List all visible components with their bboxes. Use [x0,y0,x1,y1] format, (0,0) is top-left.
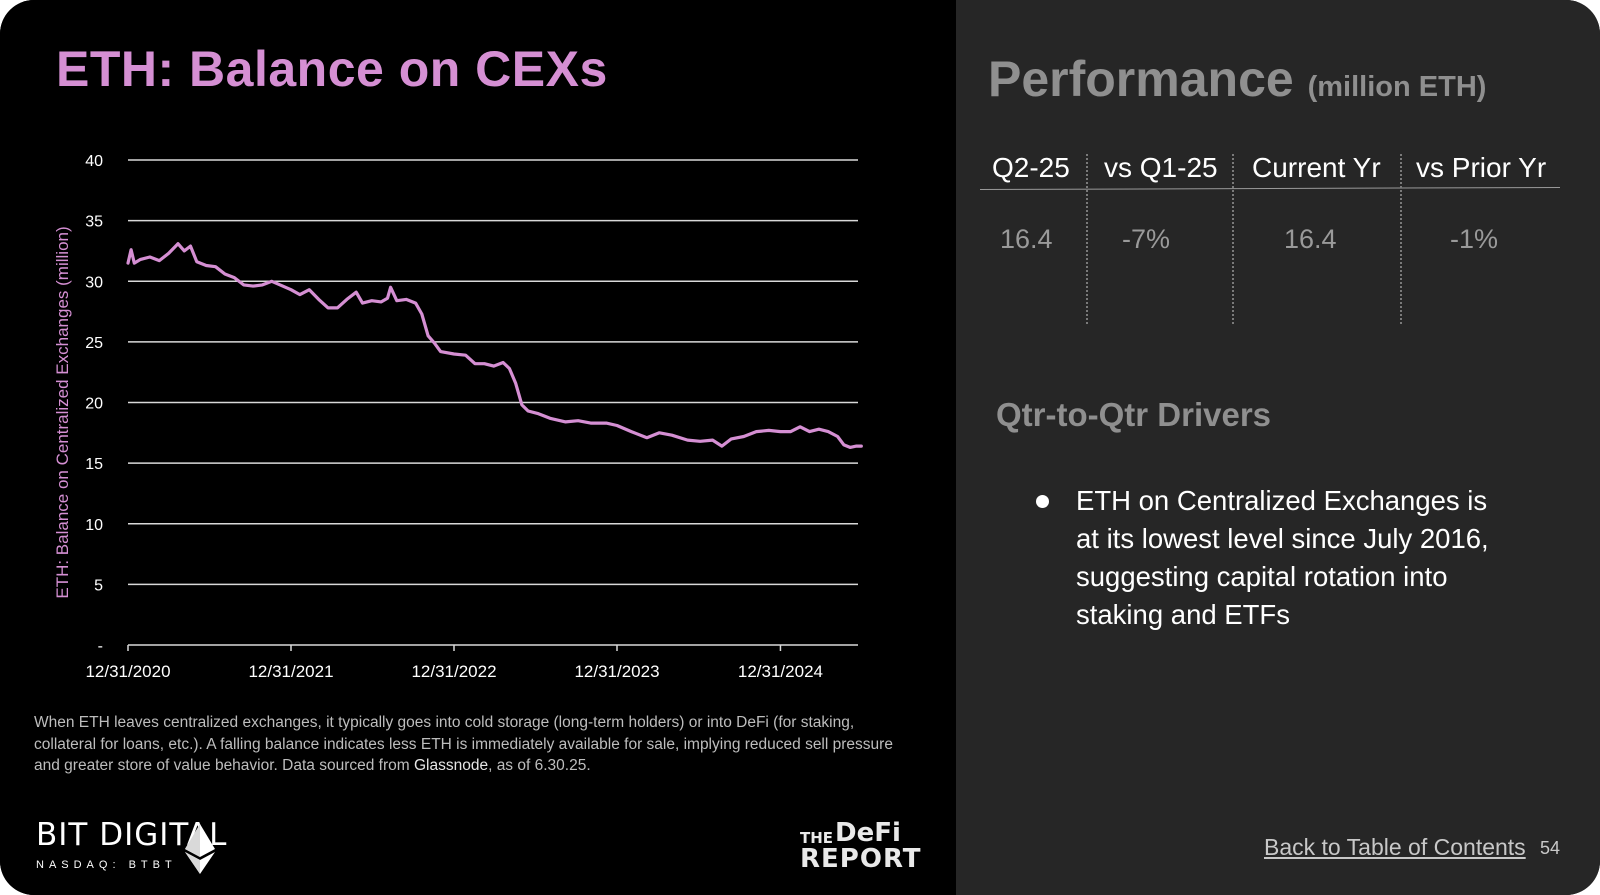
header-vs-prior-yr: vs Prior Yr [1416,152,1547,183]
x-tick-label: 12/31/2020 [85,662,170,681]
drivers-list: ETH on Centralized Exchanges is at its l… [1036,482,1496,634]
y-tick-label: 5 [94,577,103,594]
defi-report-the: THE [800,829,834,847]
x-tick-label: 12/31/2024 [738,662,823,681]
defi-report-logo: THEDeFi REPORT [800,820,922,872]
header-current-yr: Current Yr [1252,152,1381,183]
x-tick-label: 12/31/2021 [248,662,333,681]
column-divider [1232,154,1234,324]
footnote-tail: , as of 6.30.25. [488,757,591,774]
drivers-title: Qtr-to-Qtr Drivers [996,396,1272,433]
value-vs-q1-25: -7% [1122,224,1171,254]
performance-title: Performance (million ETH) [988,50,1486,108]
performance-panel: Performance (million ETH) Q2-25 vs Q1-25… [956,0,1600,895]
y-tick-label: 25 [85,335,103,352]
y-tick-label: 20 [85,396,103,413]
page-number: 54 [1540,838,1561,858]
value-current-yr: 16.4 [1284,224,1337,254]
footnote-text: When ETH leaves centralized exchanges, i… [34,714,893,774]
driver-bullet: ETH on Centralized Exchanges is at its l… [1036,482,1496,634]
y-axis-label: ETH: Balance on Centralized Exchanges (m… [53,226,72,598]
chart-panel: ETH: Balance on CEXs - 5 10 15 20 25 30 35 40 12/… [34,41,922,874]
chart-footnote: When ETH leaves centralized exchanges, i… [34,712,914,777]
table-header-divider [980,186,1560,191]
driver-bullet-text: ETH on Centralized Exchanges is at its l… [1076,485,1489,630]
x-tick-label: 12/31/2022 [411,662,496,681]
defi-report-defi: DeFi [835,818,901,848]
footnote-source: Glassnode [413,757,489,774]
header-q2-25: Q2-25 [992,152,1070,183]
back-to-toc-link[interactable]: Back to Table of Contents [1264,834,1526,860]
y-tick-label: 40 [85,153,103,170]
bullet-dot-icon [1036,495,1049,508]
x-tick-label: 12/31/2023 [574,662,659,681]
defi-report-report: REPORT [800,844,922,874]
y-tick-label: 10 [85,517,103,534]
y-tick-label: 30 [85,274,103,291]
y-tick-label: - [98,638,103,655]
column-divider [1400,154,1402,324]
performance-title-text: Performance [988,51,1294,107]
ethereum-icon [185,824,215,874]
performance-table: Q2-25 vs Q1-25 Current Yr vs Prior Yr 16… [980,146,1560,326]
performance-unit: (million ETH) [1307,71,1487,103]
eth-balance-series-line [126,242,863,449]
bit-digital-ticker: NASDAQ: BTBT [36,859,177,871]
header-vs-q1-25: vs Q1-25 [1104,152,1218,183]
value-q2-25: 16.4 [1000,224,1053,254]
y-tick-label: 15 [85,456,103,473]
column-divider [1086,154,1088,324]
value-vs-prior-yr: -1% [1450,224,1499,254]
eth-balance-chart: - 5 10 15 20 25 30 35 40 12/31/2020 12/31/2021 12/3… [53,153,863,681]
y-tick-label: 35 [85,214,103,231]
slide-title: ETH: Balance on CEXs [56,41,608,97]
